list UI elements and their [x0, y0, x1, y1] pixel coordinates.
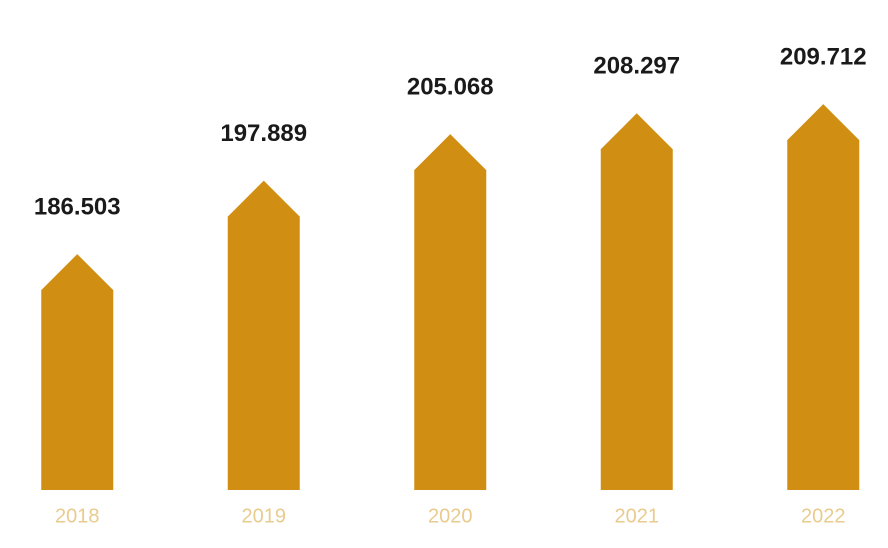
bar	[600, 113, 673, 490]
x-tick-label: 2022	[801, 505, 846, 527]
value-label: 197.889	[220, 120, 307, 147]
x-tick-label: 2021	[615, 505, 660, 527]
x-tick-label: 2020	[428, 505, 473, 527]
value-label: 205.068	[407, 74, 494, 101]
value-label: 186.503	[34, 193, 121, 220]
x-tick-label: 2018	[55, 505, 100, 527]
x-tick-label: 2019	[242, 505, 287, 527]
bar	[414, 134, 487, 490]
bar	[227, 180, 300, 490]
bar	[41, 254, 114, 490]
value-label: 209.712	[780, 44, 867, 71]
value-label: 208.297	[593, 53, 680, 80]
bar	[787, 104, 860, 491]
